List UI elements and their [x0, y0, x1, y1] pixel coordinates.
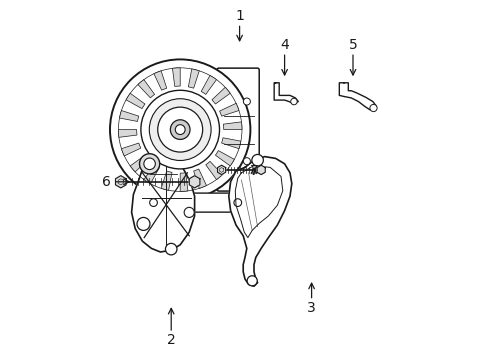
Circle shape: [370, 104, 377, 112]
Circle shape: [166, 243, 177, 255]
Polygon shape: [212, 87, 230, 104]
Circle shape: [110, 59, 250, 200]
Polygon shape: [122, 143, 141, 156]
Polygon shape: [120, 111, 139, 121]
Circle shape: [175, 125, 185, 135]
Polygon shape: [206, 161, 222, 180]
Text: 3: 3: [307, 301, 316, 315]
Text: 2: 2: [167, 333, 175, 347]
Circle shape: [158, 107, 203, 152]
Text: 5: 5: [348, 38, 357, 52]
Polygon shape: [188, 69, 199, 88]
Polygon shape: [274, 83, 298, 104]
Polygon shape: [221, 138, 241, 149]
Circle shape: [141, 90, 220, 169]
Polygon shape: [116, 176, 126, 188]
Circle shape: [149, 99, 211, 161]
Circle shape: [184, 207, 194, 217]
Polygon shape: [339, 83, 376, 110]
FancyBboxPatch shape: [217, 68, 259, 191]
Circle shape: [244, 98, 250, 105]
Circle shape: [149, 199, 157, 207]
Polygon shape: [161, 171, 172, 190]
Circle shape: [291, 98, 297, 105]
Circle shape: [244, 158, 250, 165]
Circle shape: [137, 217, 150, 230]
Polygon shape: [119, 130, 137, 138]
FancyBboxPatch shape: [136, 193, 249, 212]
Polygon shape: [172, 68, 180, 86]
Text: 4: 4: [280, 38, 289, 52]
Polygon shape: [218, 165, 226, 175]
Polygon shape: [144, 165, 159, 184]
Polygon shape: [189, 176, 200, 188]
Circle shape: [144, 158, 155, 170]
Circle shape: [247, 276, 257, 286]
Polygon shape: [201, 76, 217, 94]
Circle shape: [252, 154, 263, 166]
Polygon shape: [257, 165, 265, 175]
Polygon shape: [180, 173, 188, 192]
Circle shape: [140, 154, 160, 174]
Polygon shape: [126, 93, 145, 109]
Polygon shape: [220, 103, 239, 116]
Circle shape: [234, 199, 242, 207]
Polygon shape: [235, 166, 283, 238]
Polygon shape: [132, 158, 195, 252]
Polygon shape: [223, 122, 242, 130]
Text: 1: 1: [235, 9, 244, 23]
Polygon shape: [130, 155, 148, 172]
Text: 7: 7: [249, 164, 258, 178]
Text: 6: 6: [102, 175, 111, 189]
Polygon shape: [138, 80, 155, 98]
Polygon shape: [194, 169, 206, 188]
Polygon shape: [229, 157, 292, 286]
Polygon shape: [154, 71, 167, 90]
Circle shape: [171, 120, 190, 139]
Polygon shape: [216, 150, 234, 166]
